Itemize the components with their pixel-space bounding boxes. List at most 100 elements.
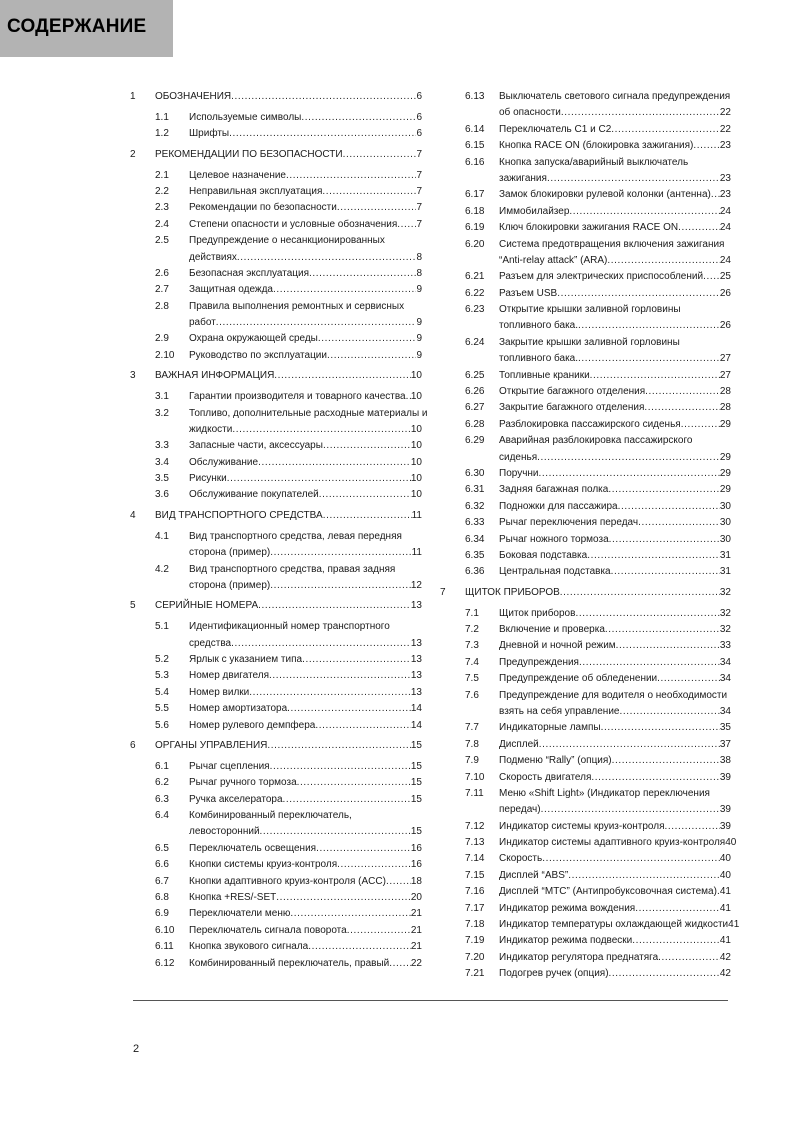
toc-entry[interactable]: 6.13 Выключатель светового сигнала предуп… xyxy=(440,89,731,122)
toc-row[interactable]: 2.1 Целевое назначение 7 xyxy=(130,168,422,184)
toc-entry[interactable]: 6.17 Замок блокировки рулевой колонки (ан… xyxy=(440,187,731,203)
toc-row[interactable]: 2.7 Защитная одежда 9 xyxy=(130,282,422,298)
toc-row[interactable]: 3.3 Запасные части, аксессуары 10 xyxy=(130,438,422,454)
toc-title[interactable]: Индикатор температуры охлаждающей жидкос… xyxy=(499,919,729,931)
toc-title[interactable]: Центральная подставка xyxy=(499,566,611,578)
toc-title-continuation[interactable]: действиях xyxy=(189,251,237,263)
toc-title[interactable]: Разблокировка пассажирского сиденья xyxy=(499,418,681,430)
toc-title-continuation[interactable]: сторона (пример) xyxy=(189,579,271,591)
toc-entry[interactable]: 6.26 Открытие багажного отделения 28 xyxy=(440,384,731,400)
toc-row[interactable]: 2.9 Охрана окружающей среды 9 xyxy=(130,331,422,347)
toc-title[interactable]: Подогрев ручек (опция) xyxy=(499,968,609,980)
toc-row[interactable]: 5.2 Ярлык с указанием типа 13 xyxy=(130,652,422,668)
toc-entry[interactable]: 3.4 Обслуживание 10 xyxy=(130,455,422,471)
toc-title[interactable]: Индикатор режима подвески xyxy=(499,935,633,947)
toc-entry[interactable]: 5.6 Номер рулевого демпфера 14 xyxy=(130,718,422,734)
toc-row[interactable]: 1.2 Шрифты 6 xyxy=(130,126,422,142)
toc-row-continuation[interactable]: жидкости 10 xyxy=(130,422,422,438)
toc-row[interactable]: 6.30 Поручни 29 xyxy=(440,466,731,482)
toc-title[interactable]: Переключатель сигнала поворота xyxy=(189,924,347,936)
toc-title[interactable]: Кнопка +RES/-SET xyxy=(189,891,277,903)
toc-row[interactable]: 5.5 Номер амортизатора 14 xyxy=(130,701,422,717)
toc-entry[interactable]: 2.7 Защитная одежда 9 xyxy=(130,282,422,298)
toc-entry[interactable]: 6.27 Закрытие багажного отделения 28 xyxy=(440,400,731,416)
toc-entry[interactable]: 4.2 Вид транспортного средства, правая за… xyxy=(130,562,422,595)
toc-title[interactable]: Боковая подставка xyxy=(499,549,588,561)
toc-row[interactable]: 7.2 Включение и проверка 32 xyxy=(440,622,731,638)
toc-row[interactable]: 2 РЕКОМЕНДАЦИИ ПО БЕЗОПАСНОСТИ 7 xyxy=(130,147,422,163)
toc-title[interactable]: Предупреждение о несанкционированных xyxy=(189,235,385,247)
toc-entry[interactable]: 6.4 Комбинированный переключатель, левосто… xyxy=(130,808,422,841)
toc-entry[interactable]: 6.18 Иммобилайзер 24 xyxy=(440,204,731,220)
toc-title[interactable]: Целевое назначение xyxy=(189,169,286,181)
toc-entry[interactable]: 7.16 Дисплей “MTC” (Антипробуксовочная си… xyxy=(440,884,731,900)
toc-title[interactable]: Рисунки xyxy=(189,473,227,485)
toc-entry[interactable]: 4.1 Вид транспортного средства, левая пер… xyxy=(130,529,422,562)
toc-entry[interactable]: 7.15 Дисплей “ABS” 40 xyxy=(440,868,731,884)
toc-title[interactable]: Разъем для электрических приспособлений xyxy=(499,271,704,283)
toc-entry[interactable]: 7.11 Меню «Shift Light» (Индикатор перекл… xyxy=(440,786,731,819)
toc-row[interactable]: 6.14 Переключатель C1 и C2 22 xyxy=(440,122,731,138)
toc-entry[interactable]: 5.4 Номер вилки 13 xyxy=(130,685,422,701)
toc-entry[interactable]: 6.3 Ручка акселератора 15 xyxy=(130,792,422,808)
toc-row-continuation[interactable]: топливного бака. 27 xyxy=(440,351,731,367)
toc-row[interactable]: 5.3 Номер двигателя 13 xyxy=(130,668,422,684)
toc-title[interactable]: Дисплей xyxy=(499,738,539,750)
toc-title-continuation[interactable]: левосторонний xyxy=(189,826,260,838)
toc-title[interactable]: Рычаг переключения передач xyxy=(499,517,639,529)
toc-row[interactable]: 3.6 Обслуживание покупателей 10 xyxy=(130,487,422,503)
toc-entry[interactable]: 2.8 Правила выполнения ремонтных и сервис… xyxy=(130,299,422,332)
toc-chapter[interactable]: 3 ВАЖНАЯ ИНФОРМАЦИЯ 10 xyxy=(130,368,422,384)
toc-row[interactable]: 6.6 Кнопки системы круиз-контроля 16 xyxy=(130,857,422,873)
toc-entry[interactable]: 7.20 Индикатор регулятора преднатяга 42 xyxy=(440,950,731,966)
toc-entry[interactable]: 3.5 Рисунки 10 xyxy=(130,471,422,487)
toc-row-continuation[interactable]: топливного бака. 26 xyxy=(440,318,731,334)
toc-row-continuation[interactable]: сторона (пример) 12 xyxy=(130,578,422,594)
toc-title[interactable]: Переключатель C1 и C2 xyxy=(499,123,612,135)
toc-entry[interactable]: 2.1 Целевое назначение 7 xyxy=(130,168,422,184)
toc-entry[interactable]: 7.6 Предупреждение для водителя о необход… xyxy=(440,688,731,721)
toc-row[interactable]: 6.3 Ручка акселератора 15 xyxy=(130,792,422,808)
toc-row[interactable]: 7.19 Индикатор режима подвески 41 xyxy=(440,933,731,949)
toc-title[interactable]: Подножки для пассажира xyxy=(499,500,618,512)
toc-title[interactable]: Подменю “Rally” (опция) xyxy=(499,755,612,767)
toc-entry[interactable]: 5.2 Ярлык с указанием типа 13 xyxy=(130,652,422,668)
toc-entry[interactable]: 7.21 Подогрев ручек (опция) 42 xyxy=(440,966,731,982)
toc-row[interactable]: 7.13 Индикатор системы адаптивного круиз-… xyxy=(440,835,736,851)
toc-row[interactable]: 6.7 Кнопки адаптивного круиз-контроля (AC… xyxy=(130,874,422,890)
toc-entry[interactable]: 6.25 Топливные краники 27 xyxy=(440,368,731,384)
toc-row[interactable]: 6.21 Разъем для электрических приспособл… xyxy=(440,269,731,285)
toc-chapter[interactable]: 4 ВИД ТРАНСПОРТНОГО СРЕДСТВА 11 xyxy=(130,508,422,524)
toc-chapter[interactable]: 6 ОРГАНЫ УПРАВЛЕНИЯ 15 xyxy=(130,738,422,754)
toc-row[interactable]: 7.4 Предупреждения 34 xyxy=(440,655,731,671)
toc-row[interactable]: 6.15 Кнопка RACE ON (блокировка зажигания… xyxy=(440,138,731,154)
toc-title[interactable]: Номер вилки xyxy=(189,686,250,698)
toc-title-continuation[interactable]: работ xyxy=(189,317,216,329)
toc-row[interactable]: 1 ОБОЗНАЧЕНИЯ 6 xyxy=(130,89,422,105)
toc-title[interactable]: Обслуживание xyxy=(189,456,259,468)
toc-entry[interactable]: 6.7 Кнопки адаптивного круиз-контроля (AC… xyxy=(130,874,422,890)
toc-entry[interactable]: 6.19 Ключ блокировки зажигания RACE ON 24 xyxy=(440,220,731,236)
toc-title[interactable]: Рычаг сцепления xyxy=(189,760,270,772)
toc-entry[interactable]: 7.13 Индикатор системы адаптивного круиз-… xyxy=(440,835,736,851)
toc-row[interactable]: 1.1 Используемые символы 6 xyxy=(130,110,422,126)
toc-entry[interactable]: 6.11 Кнопка звукового сигнала 21 xyxy=(130,939,422,955)
toc-entry[interactable]: 1.1 Используемые символы 6 xyxy=(130,110,422,126)
toc-title[interactable]: Комбинированный переключатель, правый xyxy=(189,957,390,969)
toc-row[interactable]: 7.8 Дисплей 37 xyxy=(440,737,731,753)
toc-title[interactable]: Вид транспортного средства, правая задня… xyxy=(189,563,396,575)
toc-title[interactable]: Закрытие багажного отделения xyxy=(499,402,645,414)
toc-chapter[interactable]: 2 РЕКОМЕНДАЦИИ ПО БЕЗОПАСНОСТИ 7 xyxy=(130,147,422,163)
toc-title[interactable]: Рекомендации по безопасности xyxy=(189,202,337,214)
toc-title-continuation[interactable]: топливного бака. xyxy=(499,320,579,332)
toc-entry[interactable]: 2.10 Руководство по эксплуатации 9 xyxy=(130,348,422,364)
toc-entry[interactable]: 6.21 Разъем для электрических приспособл… xyxy=(440,269,731,285)
toc-chapter[interactable]: 7 ЩИТОК ПРИБОРОВ 32 xyxy=(440,585,731,601)
toc-row[interactable]: 6.35 Боковая подставка 31 xyxy=(440,548,731,564)
toc-entry[interactable]: 7.10 Скорость двигателя 39 xyxy=(440,770,731,786)
toc-title[interactable]: Комбинированный переключатель, xyxy=(189,810,352,822)
toc-entry[interactable]: 2.5 Предупреждение о несанкционированных д… xyxy=(130,233,422,266)
toc-title[interactable]: Предупреждение об обледенении xyxy=(499,673,658,685)
toc-row[interactable]: 7.10 Скорость двигателя 39 xyxy=(440,770,731,786)
toc-entry[interactable]: 7.12 Индикатор системы круиз-контроля 39 xyxy=(440,819,731,835)
